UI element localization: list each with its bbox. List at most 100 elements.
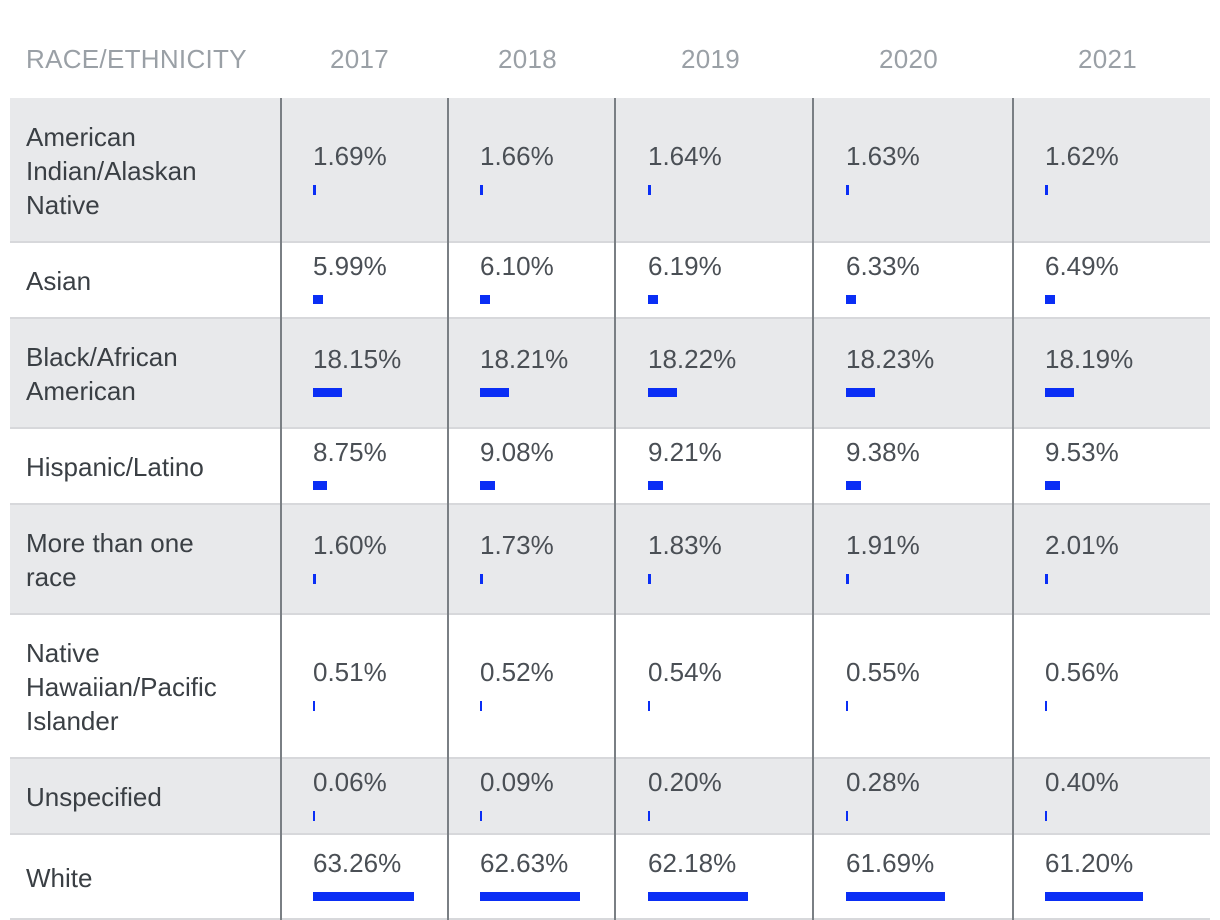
bar-2019 — [648, 388, 678, 397]
column-divider — [447, 98, 449, 920]
value-2021: 18.19% — [1045, 344, 1134, 374]
bar-2020 — [846, 811, 848, 821]
value-2021: 2.01% — [1045, 530, 1119, 560]
bar-2021 — [1045, 811, 1047, 821]
row-label-line: Native — [26, 190, 100, 220]
bar-2017 — [313, 892, 415, 901]
bar-2018 — [480, 574, 483, 584]
value-2017: 63.26% — [313, 848, 402, 878]
bar-2019 — [648, 811, 650, 821]
value-2018: 0.52% — [480, 657, 554, 687]
value-2020: 1.91% — [846, 530, 920, 560]
value-2021: 9.53% — [1045, 437, 1119, 467]
bar-2021 — [1045, 185, 1048, 195]
bar-2017 — [313, 811, 315, 821]
bar-2020 — [846, 185, 849, 195]
bar-2020 — [846, 481, 861, 490]
value-2021: 0.56% — [1045, 657, 1119, 687]
table-row: Asian 5.99% 6.10% 6.19% 6.33% 6.49% — [10, 243, 1210, 319]
table-row: American Indian/Alaskan Native 1.69% 1.66% 1.… — [10, 98, 1210, 243]
value-2020: 1.63% — [846, 141, 920, 171]
bar-2018 — [480, 892, 581, 901]
value-2020: 0.28% — [846, 767, 920, 797]
value-2020: 0.55% — [846, 657, 920, 687]
value-2021: 0.40% — [1045, 767, 1119, 797]
value-2018: 62.63% — [480, 848, 569, 878]
demographics-table: RACE/ETHNICITY 2017 2018 2019 2020 2021 Ameri… — [10, 0, 1210, 920]
bar-2017 — [313, 574, 316, 584]
header-year-2017: 2017 — [330, 44, 390, 74]
header-race-ethnicity: RACE/ETHNICITY — [26, 44, 247, 74]
header-year-2021: 2021 — [1078, 44, 1138, 74]
row-label-line: American — [26, 122, 136, 152]
value-2017: 1.60% — [313, 530, 387, 560]
value-2017: 8.75% — [313, 437, 387, 467]
table-row: More than one race 1.60% 1.73% 1.83% 1.91% 2.0… — [10, 505, 1210, 615]
bar-2017 — [313, 185, 316, 195]
value-2018: 9.08% — [480, 437, 554, 467]
value-2020: 6.33% — [846, 251, 920, 281]
column-divider — [1012, 98, 1014, 920]
bar-2017 — [313, 388, 342, 397]
row-label-line: Hispanic/Latino — [26, 452, 204, 482]
header-year-2020: 2020 — [879, 44, 939, 74]
table-row: Hispanic/Latino 8.75% 9.08% 9.21% 9.38% 9.53% — [10, 429, 1210, 505]
row-label-line: Asian — [26, 266, 92, 296]
value-2021: 61.20% — [1045, 848, 1134, 878]
column-divider — [614, 98, 616, 920]
value-2018: 1.66% — [480, 141, 554, 171]
table-row: Unspecified 0.06% 0.09% 0.20% 0.28% 0.40% — [10, 759, 1210, 835]
bar-2019 — [648, 574, 651, 584]
bar-2018 — [480, 701, 482, 711]
value-2020: 61.69% — [846, 848, 935, 878]
row-label: Asian — [26, 264, 266, 298]
row-label-line: More than one — [26, 528, 194, 558]
value-2017: 5.99% — [313, 251, 387, 281]
bar-2019 — [648, 892, 748, 901]
bar-2018 — [480, 295, 490, 304]
bar-2020 — [846, 701, 848, 711]
row-label-line: Native — [26, 638, 100, 668]
bar-2020 — [846, 295, 857, 304]
value-2018: 0.09% — [480, 767, 554, 797]
header-year-2018: 2018 — [498, 44, 558, 74]
bar-2018 — [480, 811, 482, 821]
row-label-line: Black/African — [26, 342, 178, 372]
row-label: Black/African American — [26, 340, 266, 408]
table-row: Black/African American 18.15% 18.21% 18.22% 1… — [10, 319, 1210, 429]
bar-2021 — [1045, 701, 1047, 711]
bar-2019 — [648, 701, 650, 711]
bar-2018 — [480, 388, 510, 397]
bar-2020 — [846, 574, 850, 584]
value-2018: 18.21% — [480, 344, 569, 374]
value-2021: 1.62% — [1045, 141, 1119, 171]
bar-2017 — [313, 481, 327, 490]
value-2019: 18.22% — [648, 344, 737, 374]
column-divider — [280, 98, 282, 920]
bar-2021 — [1045, 892, 1143, 901]
row-label: White — [26, 861, 266, 895]
table-header: RACE/ETHNICITY 2017 2018 2019 2020 2021 — [10, 0, 1210, 98]
bar-2021 — [1045, 481, 1061, 490]
row-label-line: American — [26, 376, 136, 406]
value-2019: 6.19% — [648, 251, 722, 281]
row-label-line: race — [26, 562, 77, 592]
bar-2020 — [846, 892, 945, 901]
bar-2018 — [480, 481, 495, 490]
value-2019: 9.21% — [648, 437, 722, 467]
table-row: White 63.26% 62.63% 62.18% 61.69% 61.20% — [10, 835, 1210, 920]
value-2019: 1.83% — [648, 530, 722, 560]
bar-2017 — [313, 701, 315, 711]
bar-2018 — [480, 185, 483, 195]
row-label-line: Unspecified — [26, 782, 162, 812]
bar-2019 — [648, 295, 658, 304]
value-2017: 18.15% — [313, 344, 402, 374]
value-2017: 1.69% — [313, 141, 387, 171]
value-2020: 18.23% — [846, 344, 935, 374]
value-2018: 6.10% — [480, 251, 554, 281]
column-divider — [812, 98, 814, 920]
value-2018: 1.73% — [480, 530, 554, 560]
value-2019: 0.54% — [648, 657, 722, 687]
value-2017: 0.51% — [313, 657, 387, 687]
table-row: Native Hawaiian/Pacific Islander 0.51% 0.52%… — [10, 615, 1210, 759]
